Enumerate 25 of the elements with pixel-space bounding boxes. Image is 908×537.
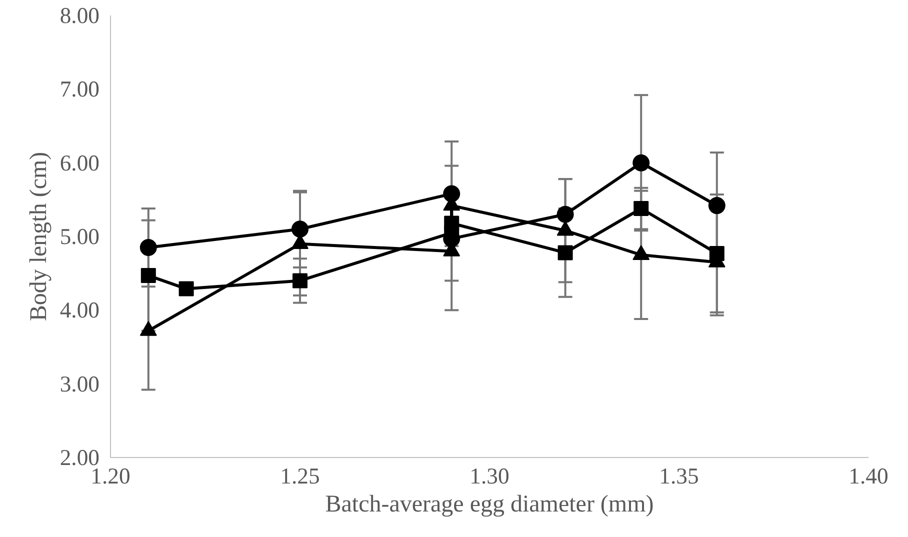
y-axis-title: Body length (cm) [26,152,52,322]
y-tick-label: 2.00 [60,445,100,470]
point [140,239,157,256]
point [709,246,724,261]
point [292,273,308,288]
y-tick-label: 7.00 [60,76,100,102]
y-tick-label: 4.00 [60,298,100,323]
y-tick-label: 3.00 [60,371,100,396]
point [634,201,649,216]
point [558,245,573,260]
x-tick-label: 1.30 [470,464,510,488]
point [708,197,726,214]
x-tick-label: 1.40 [848,464,888,488]
y-tick-label: 6.00 [60,150,100,176]
point [292,220,308,238]
x-tick-label: 1.25 [280,464,320,488]
x-axis-title: Batch-average egg diameter (mm) [325,492,654,518]
y-tick-label: 5.00 [60,224,100,249]
point [443,185,460,202]
point [556,206,574,223]
point [632,154,650,172]
x-tick-label: 1.35 [659,464,699,488]
y-tick-label: 8.00 [60,3,100,28]
point [140,268,156,284]
point [178,281,194,296]
